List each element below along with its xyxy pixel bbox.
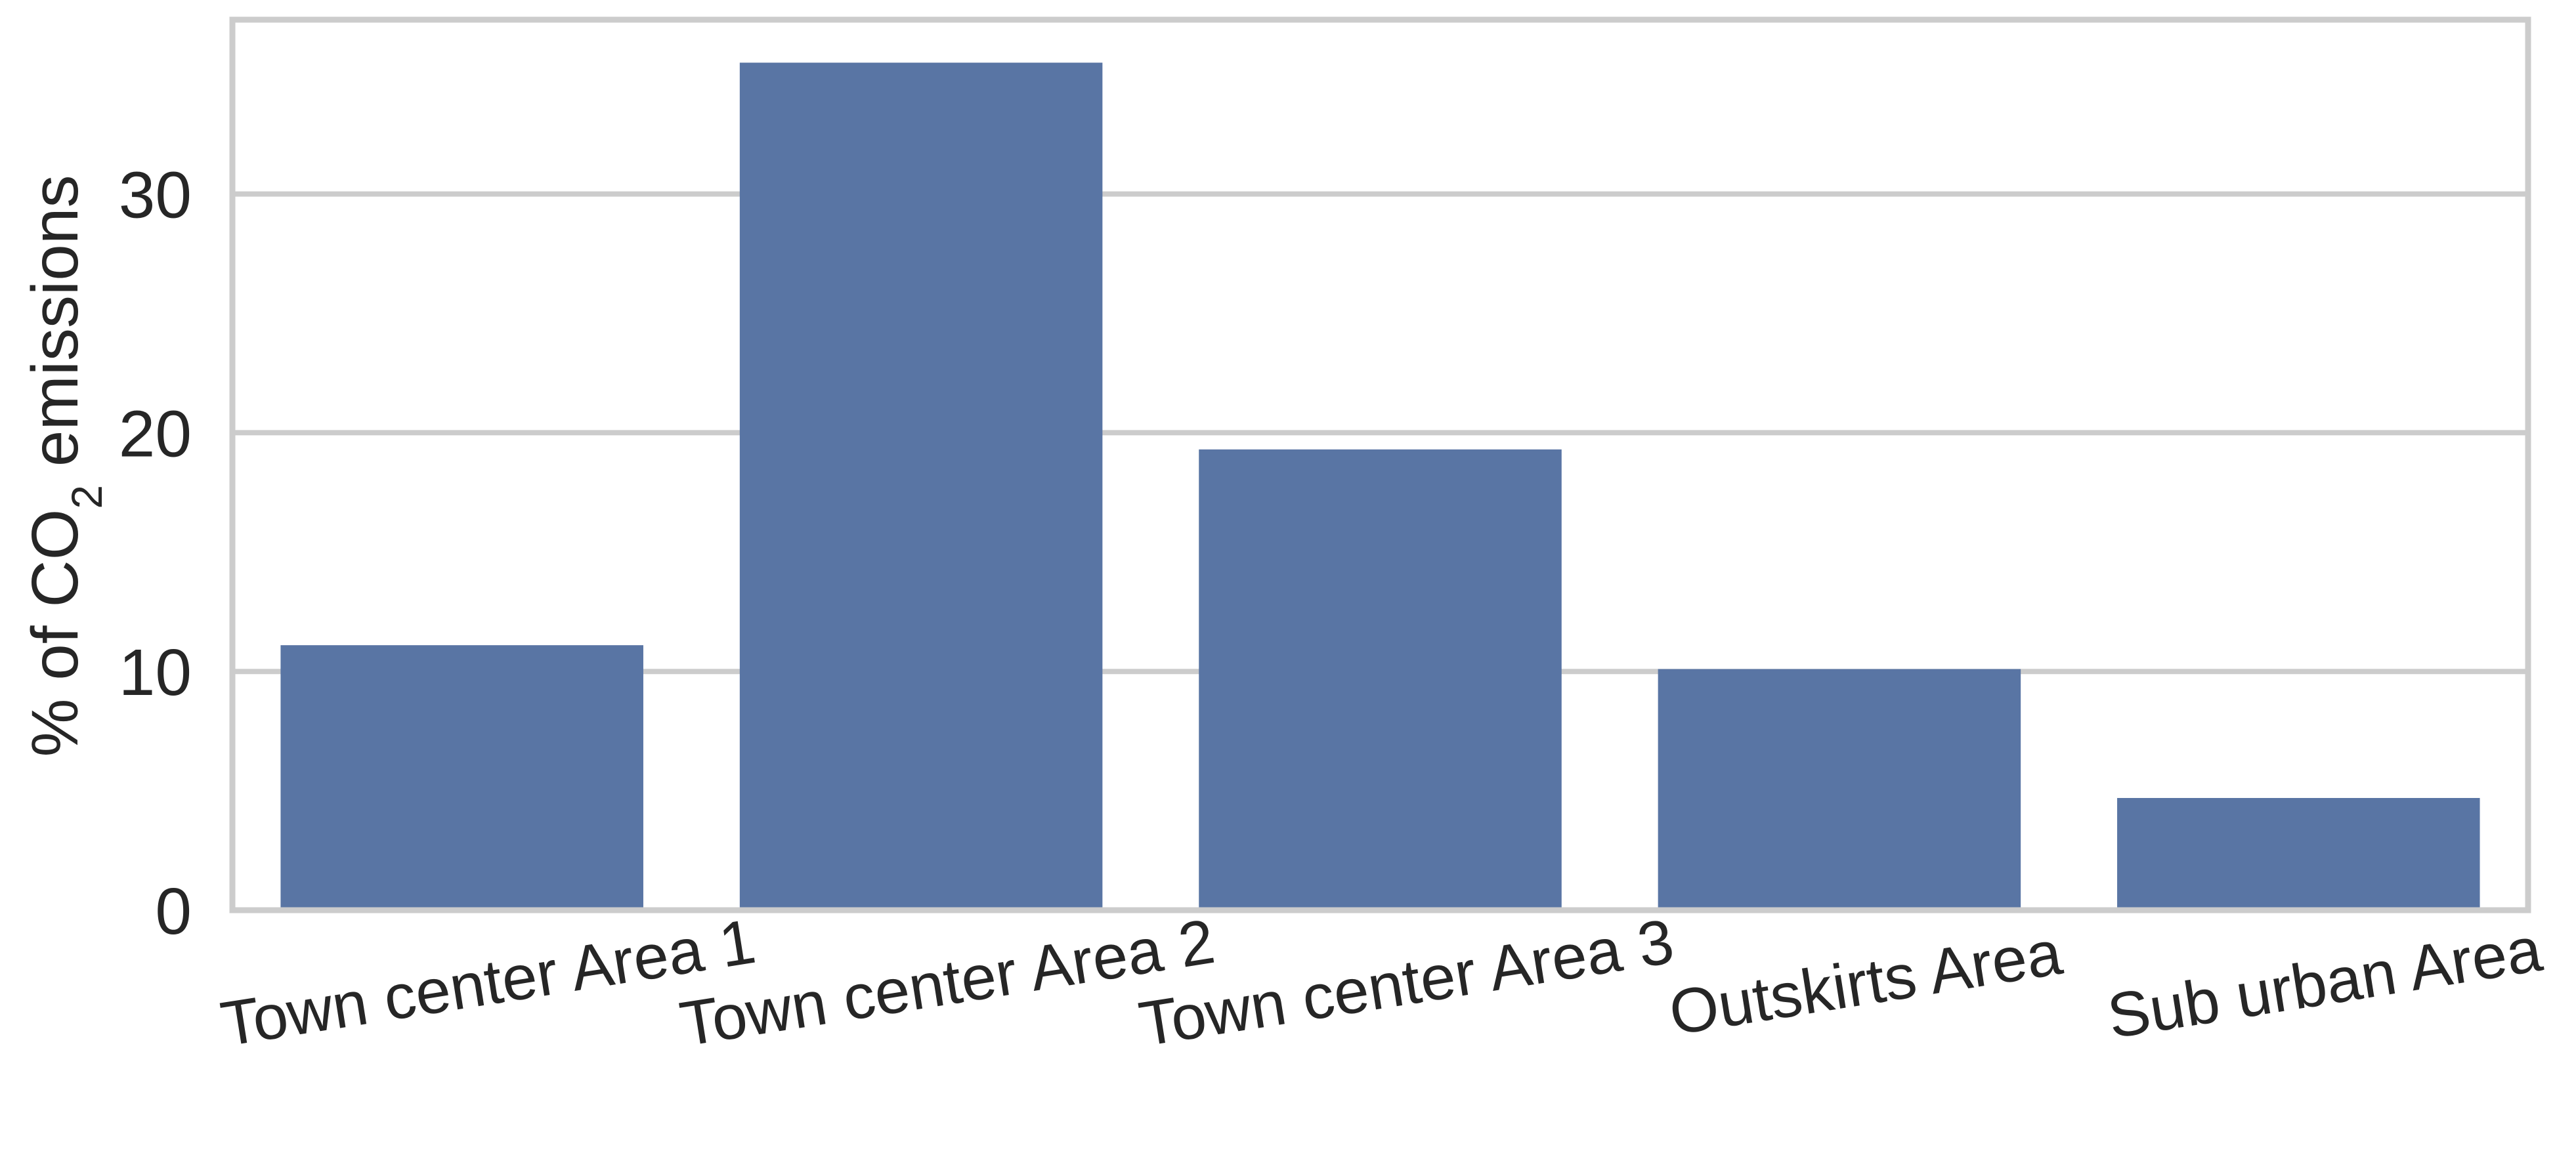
bar — [739, 62, 1103, 911]
y-axis-label: % of CO2 emissions — [18, 175, 111, 757]
plot-frame — [229, 16, 2531, 913]
bars — [280, 62, 2480, 911]
x-tick-label: Sub urban Area — [2103, 914, 2546, 1052]
x-tick-label: Town center Area 1 — [216, 906, 760, 1060]
bar — [2117, 798, 2480, 910]
y-axis-label-prefix: % of CO — [18, 509, 92, 757]
y-axis-label-subscript: 2 — [62, 485, 111, 509]
x-tick-label: Outskirts Area — [1665, 917, 2067, 1049]
bar — [1658, 669, 2021, 910]
y-axis-label-suffix: emissions — [18, 175, 92, 485]
y-axis-ticks: 0 10 20 30 — [119, 159, 192, 948]
y-tick-label: 10 — [119, 636, 192, 709]
y-tick-label: 0 — [155, 875, 192, 948]
y-tick-label: 20 — [119, 397, 192, 471]
x-tick-label: Town center Area 2 — [676, 906, 1219, 1060]
bar — [1199, 449, 1562, 910]
y-tick-label: 30 — [119, 159, 192, 232]
x-tick-label: Town center Area 3 — [1134, 906, 1678, 1060]
bar — [280, 645, 643, 910]
